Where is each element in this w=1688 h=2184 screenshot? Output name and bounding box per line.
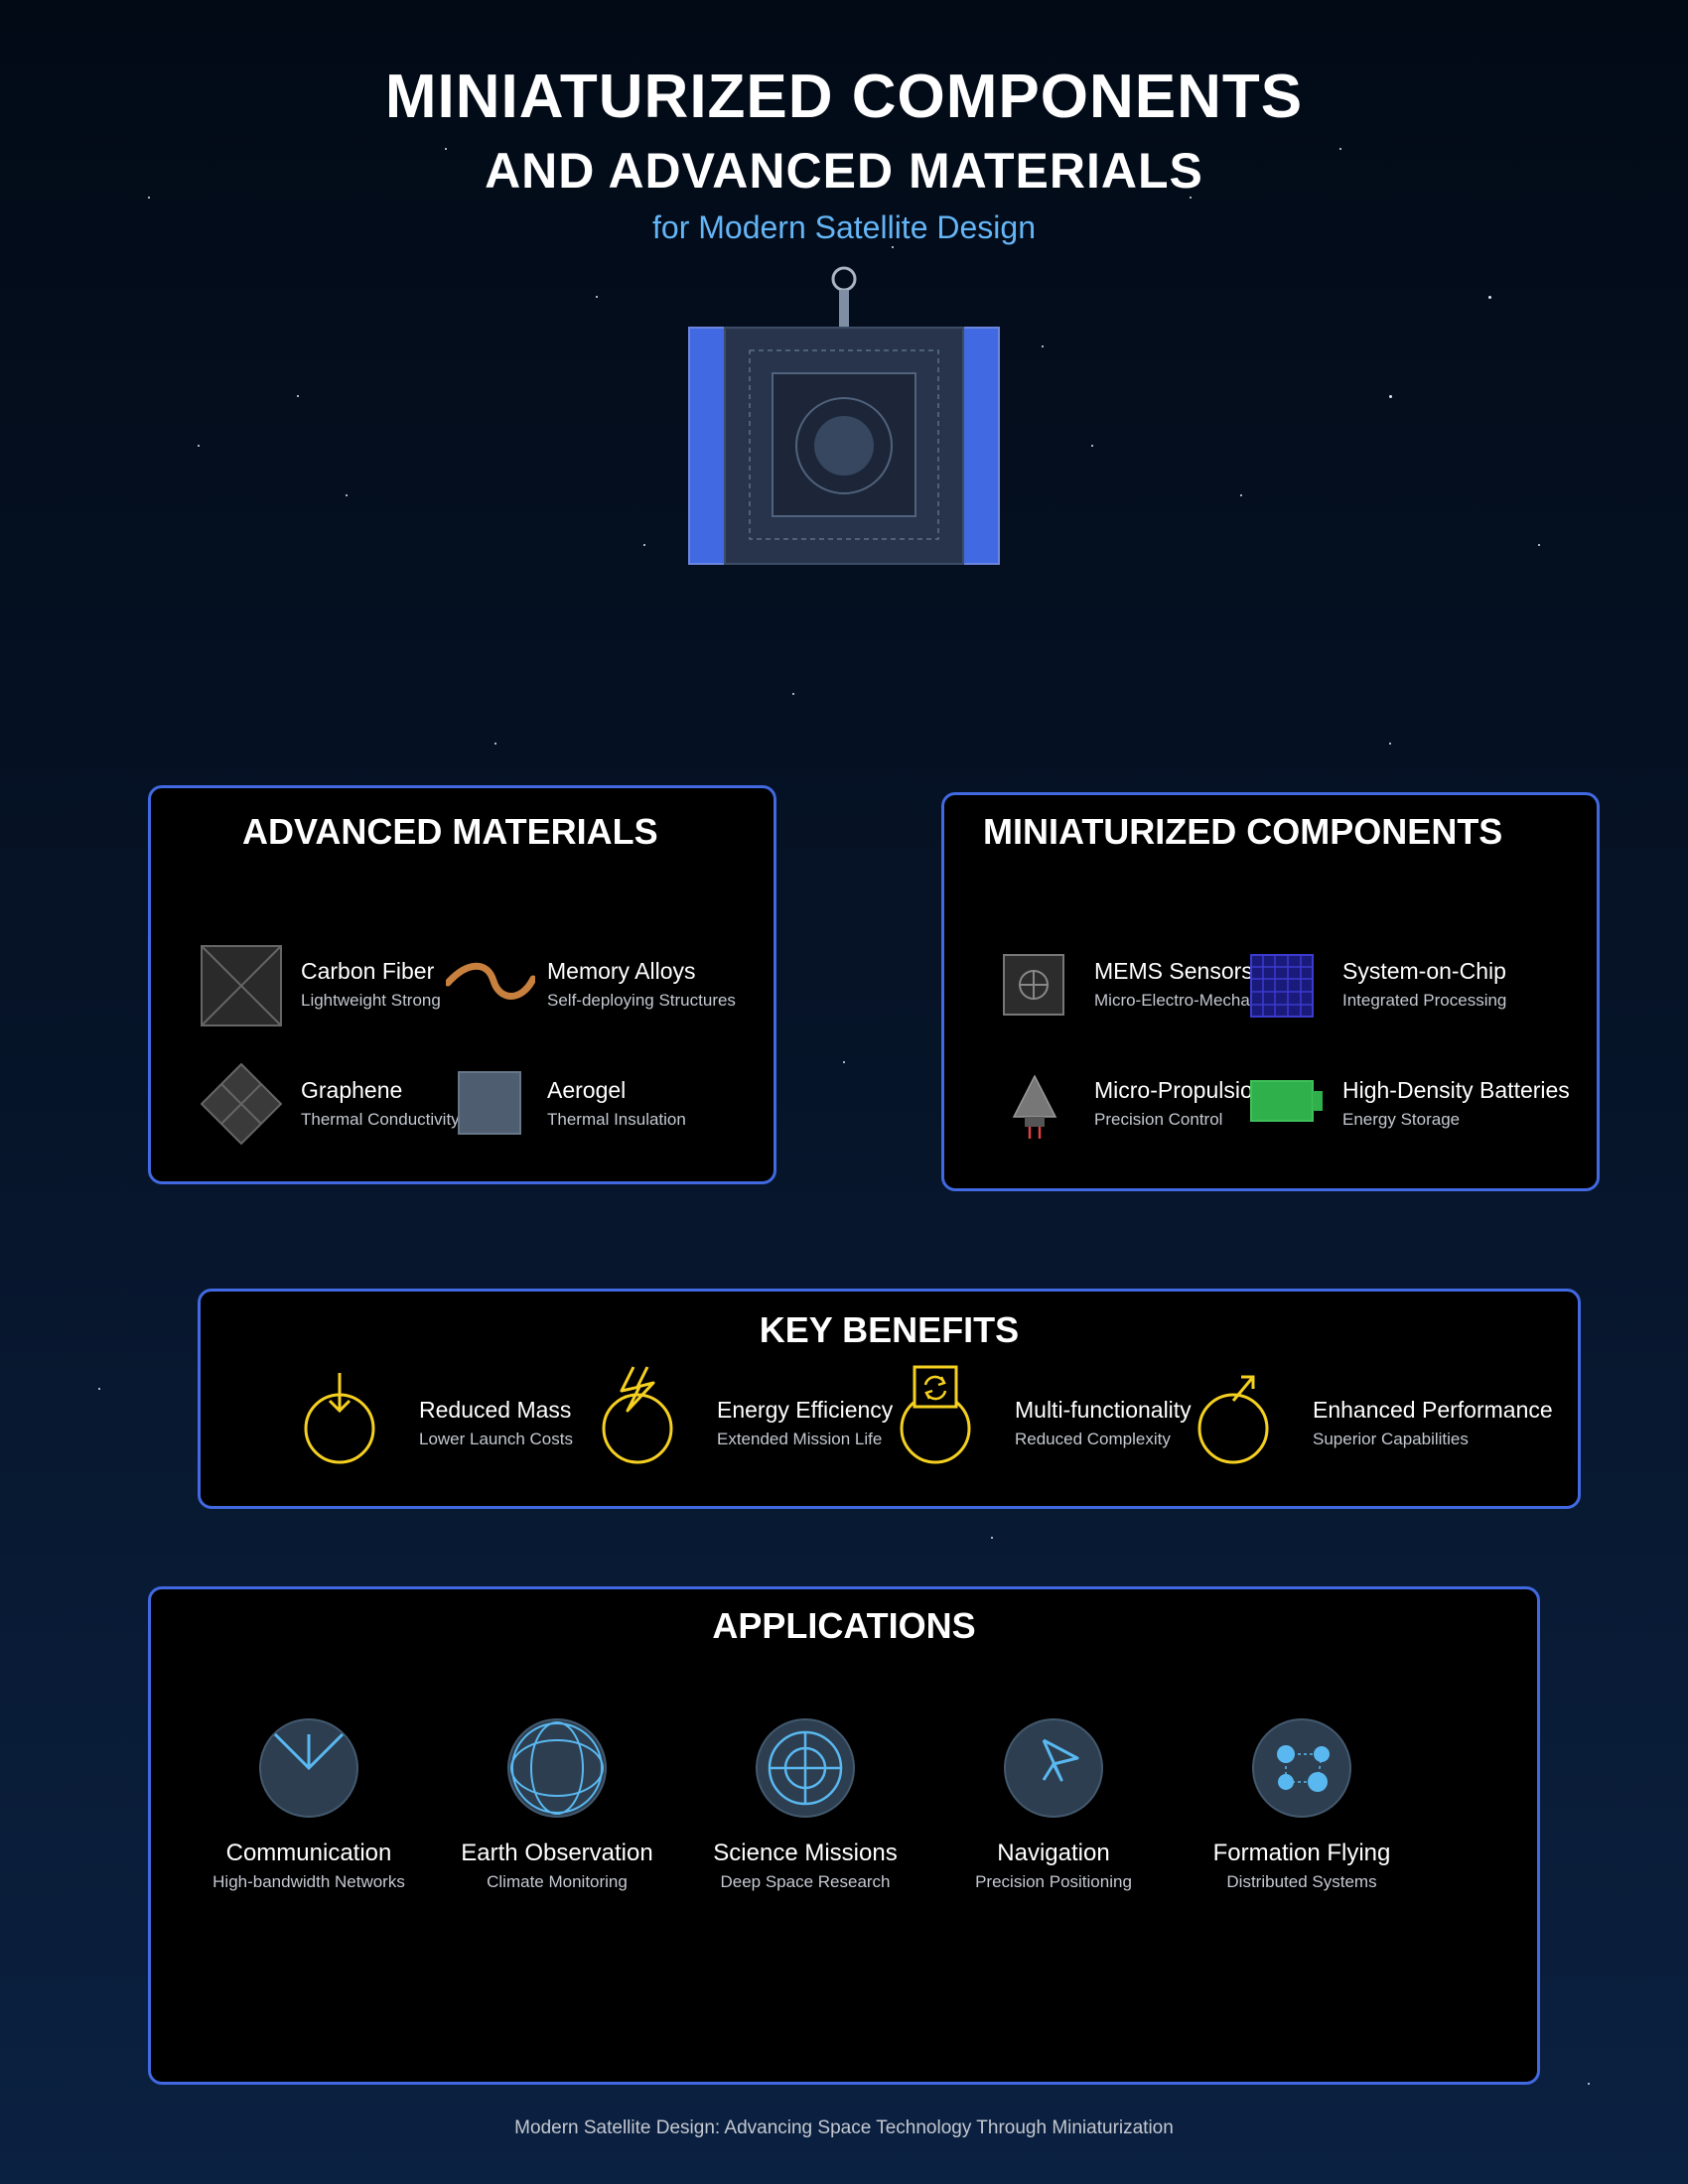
satellite-illustration [688, 266, 1000, 565]
carbon-fiber-icon [201, 945, 282, 1026]
globe-icon [507, 1718, 607, 1818]
mems-sensor-icon [1003, 954, 1064, 1016]
application-desc: High-bandwidth Networks [212, 1872, 405, 1891]
antenna-icon [831, 266, 857, 328]
navigation-arrow-icon [1004, 1718, 1103, 1818]
material-desc: Lightweight Strong [301, 991, 441, 1010]
application-label: Earth Observation [461, 1840, 653, 1866]
application-label: Science Missions [713, 1840, 898, 1866]
footer-caption: Modern Satellite Design: Advancing Space… [514, 2117, 1174, 2138]
up-arrow-icon [1197, 1375, 1269, 1464]
material-desc: Self-deploying Structures [547, 991, 736, 1010]
application-label: Navigation [997, 1840, 1110, 1866]
material-label: Carbon Fiber [301, 958, 435, 984]
component-label: System-on-Chip [1342, 958, 1506, 984]
applications-panel: APPLICATIONS Communication High-bandwidt… [148, 1586, 1540, 2085]
lightning-icon [602, 1366, 673, 1464]
refresh-icon [900, 1365, 971, 1464]
page-title-line2: AND ADVANCED MATERIALS [485, 143, 1203, 199]
application-label: Formation Flying [1212, 1840, 1391, 1866]
application-desc: Distributed Systems [1226, 1872, 1377, 1891]
material-desc: Thermal Conductivity [301, 1110, 460, 1129]
benefit-label: Reduced Mass [419, 1397, 572, 1423]
graphene-icon [201, 1063, 282, 1145]
components-panel: MINIATURIZED COMPONENTS MEMS Sensors Mic… [941, 792, 1600, 1191]
component-desc: Precision Control [1094, 1110, 1223, 1129]
benefit-label: Energy Efficiency [717, 1397, 894, 1423]
solar-panel-right [962, 327, 1000, 565]
application-desc: Precision Positioning [975, 1872, 1132, 1891]
materials-panel: ADVANCED MATERIALS Carbon Fiber Lightwei… [148, 785, 776, 1184]
material-label: Graphene [301, 1077, 403, 1103]
page-title: MINIATURIZED COMPONENTS [384, 63, 1304, 131]
component-desc: Integrated Processing [1342, 991, 1507, 1010]
component-label: MEMS Sensors [1094, 958, 1253, 984]
benefits-panel: KEY BENEFITS Reduced Mass Lower Launch C… [198, 1289, 1581, 1509]
material-desc: Thermal Insulation [547, 1110, 686, 1129]
page-subtitle: for Modern Satellite Design [652, 209, 1036, 245]
application-desc: Deep Space Research [720, 1872, 891, 1891]
component-label: High-Density Batteries [1342, 1077, 1570, 1103]
benefit-desc: Lower Launch Costs [419, 1430, 573, 1448]
benefits-title: KEY BENEFITS [759, 1309, 1020, 1350]
benefit-label: Enhanced Performance [1313, 1397, 1553, 1423]
applications-title: APPLICATIONS [712, 1605, 976, 1646]
component-desc: Micro-Electro-Mecha [1094, 991, 1250, 1010]
material-label: Aerogel [547, 1077, 627, 1103]
battery-icon [1250, 1080, 1323, 1122]
target-icon [756, 1718, 855, 1818]
material-label: Memory Alloys [547, 958, 696, 984]
down-arrow-icon [304, 1373, 375, 1464]
solar-panel-left [688, 327, 726, 565]
aerogel-icon [458, 1071, 521, 1135]
component-desc: Energy Storage [1342, 1110, 1461, 1129]
application-desc: Climate Monitoring [487, 1872, 628, 1891]
materials-title: ADVANCED MATERIALS [242, 811, 658, 852]
chip-icon [1250, 954, 1314, 1018]
application-label: Communication [225, 1840, 392, 1866]
thruster-icon [1012, 1075, 1057, 1139]
benefit-desc: Superior Capabilities [1313, 1430, 1469, 1448]
memory-alloy-icon [446, 962, 535, 1000]
benefit-desc: Extended Mission Life [717, 1430, 883, 1448]
component-label: Micro-Propulsion [1094, 1077, 1266, 1103]
benefit-desc: Reduced Complexity [1015, 1430, 1171, 1448]
network-icon [1252, 1718, 1351, 1818]
components-title: MINIATURIZED COMPONENTS [983, 811, 1503, 852]
antenna-icon [259, 1718, 358, 1818]
benefit-label: Multi-functionality [1015, 1397, 1192, 1423]
